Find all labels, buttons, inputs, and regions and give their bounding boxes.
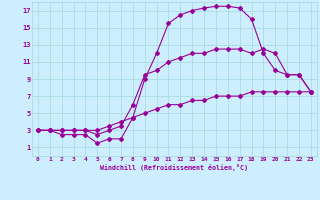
X-axis label: Windchill (Refroidissement éolien,°C): Windchill (Refroidissement éolien,°C) — [100, 164, 248, 171]
